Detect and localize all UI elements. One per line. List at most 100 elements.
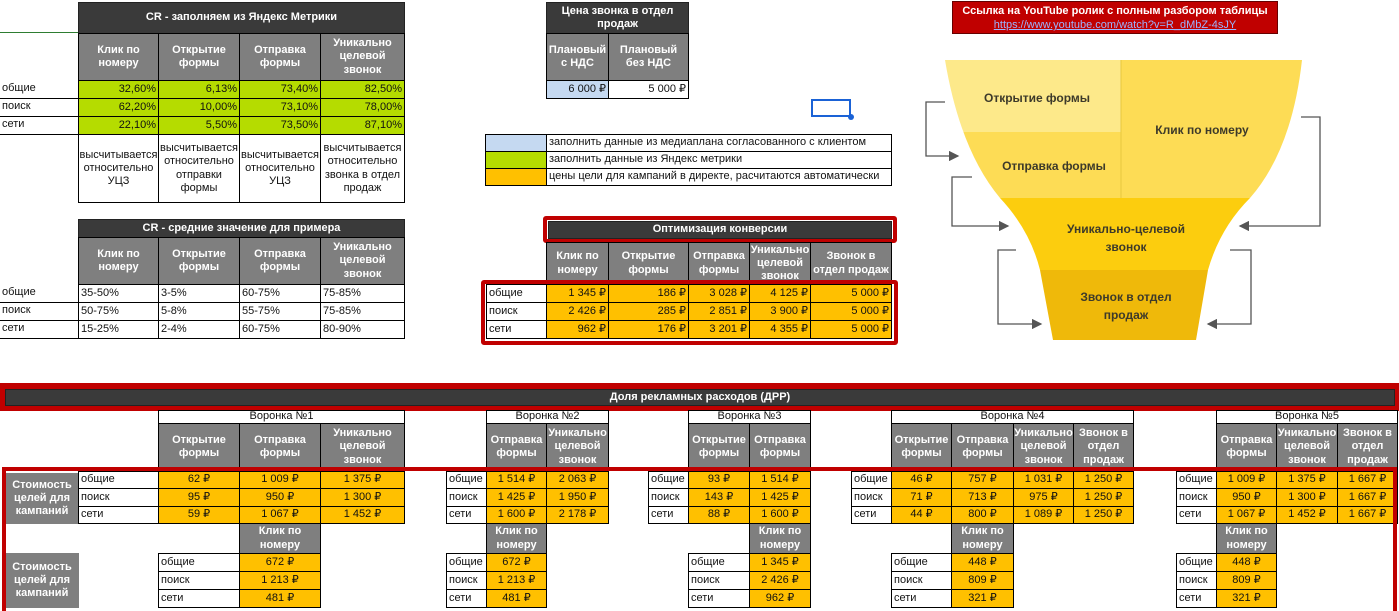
goal-cost-cell[interactable]: 59 ₽ [158, 506, 240, 524]
click-cost-cell[interactable]: 321 ₽ [1216, 589, 1277, 608]
click-cost-cell[interactable]: 962 ₽ [749, 589, 811, 608]
cr-avg-cell[interactable]: 75-85% [320, 284, 405, 303]
goal-cost-cell[interactable]: 1 031 ₽ [1013, 471, 1074, 489]
click-cost-cell[interactable]: 809 ₽ [1216, 571, 1277, 590]
cr-input-cell[interactable]: 5,50% [158, 116, 240, 135]
row-label: общие [486, 284, 547, 303]
selected-cell[interactable] [811, 99, 851, 117]
click-cost-cell[interactable]: 672 ₽ [486, 553, 547, 572]
goal-cost-cell[interactable]: 1 250 ₽ [1073, 506, 1134, 524]
goal-cost-cell[interactable]: 2 178 ₽ [546, 506, 609, 524]
goal-cost-cell[interactable]: 1 250 ₽ [1073, 488, 1134, 507]
goal-cost-cell[interactable]: 1 452 ₽ [320, 506, 405, 524]
cr-avg-cell[interactable]: 75-85% [320, 302, 405, 321]
goal-cost-cell[interactable]: 2 851 ₽ [688, 302, 750, 321]
funnel-name: Воронка №5 [1216, 410, 1398, 424]
cr-avg-cell[interactable]: 60-75% [239, 284, 321, 303]
row-label: общие [0, 80, 79, 99]
fill-handle[interactable] [848, 114, 854, 120]
cr-input-cell[interactable]: 82,50% [320, 80, 405, 99]
click-cost-cell[interactable]: 321 ₽ [951, 589, 1014, 608]
goal-cost-cell[interactable]: 1 667 ₽ [1337, 471, 1398, 489]
cr-input-cell[interactable]: 73,50% [239, 116, 321, 135]
cr-avg-cell[interactable]: 60-75% [239, 320, 321, 339]
youtube-link[interactable]: https://www.youtube.com/watch?v=R_dMbZ-4… [993, 19, 1237, 31]
click-cost-cell[interactable]: 481 ₽ [486, 589, 547, 608]
cr-avg-cell[interactable]: 35-50% [78, 284, 159, 303]
goal-cost-cell[interactable]: 1 089 ₽ [1013, 506, 1074, 524]
row-label: сети [446, 589, 487, 608]
drr-title: Доля рекламных расходов (ДРР) [5, 389, 1395, 406]
cr-avg-cell[interactable]: 55-75% [239, 302, 321, 321]
goal-cost-cell[interactable]: 95 ₽ [158, 488, 240, 507]
goal-cost-cell[interactable]: 176 ₽ [608, 320, 689, 339]
funnel-arrows [925, 101, 1321, 330]
note-cell: высчитывается относительно отправки форм… [158, 134, 240, 203]
goal-cost-cell[interactable]: 93 ₽ [688, 471, 750, 489]
cr-input-cell[interactable]: 32,60% [78, 80, 159, 99]
cr-input-cell[interactable]: 73,40% [239, 80, 321, 99]
goal-cost-cell[interactable]: 1 009 ₽ [1216, 471, 1277, 489]
cr-avg-cell[interactable]: 5-8% [158, 302, 240, 321]
goal-cost-cell[interactable]: 2 063 ₽ [546, 471, 609, 489]
cr-input-cell[interactable]: 87,10% [320, 116, 405, 135]
cr-input-cell[interactable]: 6,13% [158, 80, 240, 99]
cr-input-cell[interactable]: 62,20% [78, 98, 159, 117]
goal-cost-cell[interactable]: 5 000 ₽ [810, 302, 892, 321]
column-header: Отправка формы [749, 423, 811, 471]
cr-avg-cell[interactable]: 50-75% [78, 302, 159, 321]
goal-cost-cell[interactable]: 1 425 ₽ [486, 488, 547, 507]
goal-cost-cell[interactable]: 2 426 ₽ [546, 302, 609, 321]
cr-avg-cell[interactable]: 2-4% [158, 320, 240, 339]
goal-cost-cell[interactable]: 1 667 ₽ [1337, 506, 1398, 524]
column-header: Отправка формы [486, 423, 547, 471]
row-label: поиск [0, 98, 79, 117]
row-label: сети [158, 589, 240, 608]
cr-input-cell[interactable]: 73,10% [239, 98, 321, 117]
click-cost-cell[interactable]: 1 345 ₽ [749, 553, 811, 572]
goal-cost-cell[interactable]: 800 ₽ [951, 506, 1014, 524]
click-cost-cell[interactable]: 809 ₽ [951, 571, 1014, 590]
funnel-name: Воронка №3 [688, 410, 811, 424]
goal-cost-cell[interactable]: 1 514 ₽ [486, 471, 547, 489]
legend-text: заполнить данные из медиаплана согласова… [546, 134, 892, 152]
row-label: общие [648, 471, 689, 489]
cr-metrika-title: CR - заполняем из Яндекс Метрики [78, 2, 405, 34]
goal-cost-cell[interactable]: 3 900 ₽ [749, 302, 811, 321]
column-header: Открытие формы [891, 423, 952, 471]
note-cell: высчитывается относительно УЦЗ [78, 134, 159, 203]
price-with-vat-cell[interactable]: 6 000 ₽ [546, 80, 609, 99]
price-without-vat-cell[interactable]: 5 000 ₽ [608, 80, 689, 99]
legend-swatch [485, 151, 547, 169]
cr-input-cell[interactable]: 78,00% [320, 98, 405, 117]
cr-input-cell[interactable]: 10,00% [158, 98, 240, 117]
click-cost-cell[interactable]: 448 ₽ [1216, 553, 1277, 572]
goal-cost-cell[interactable]: 3 201 ₽ [688, 320, 750, 339]
column-header: Звонок в отдел продаж [1073, 423, 1134, 471]
cr-avg-cell[interactable]: 80-90% [320, 320, 405, 339]
goal-cost-cell[interactable]: 143 ₽ [688, 488, 750, 507]
optimization-rows-frame [481, 280, 898, 345]
click-cost-cell[interactable]: 481 ₽ [239, 589, 321, 608]
funnel-name: Воронка №1 [158, 410, 405, 424]
row-label: сети [0, 320, 79, 339]
cr-avg-cell[interactable]: 3-5% [158, 284, 240, 303]
goal-cost-cell[interactable]: 1 600 ₽ [749, 506, 811, 524]
note-cell: высчитывается относительно звонка в отде… [320, 134, 405, 203]
goal-cost-cell[interactable]: 4 125 ₽ [749, 284, 811, 303]
note-cell: высчитывается относительно УЦЗ [239, 134, 321, 203]
goal-cost-cell[interactable]: 962 ₽ [546, 320, 609, 339]
column-header: Уникально целевой звонок [749, 242, 811, 285]
cr-avg-cell[interactable]: 15-25% [78, 320, 159, 339]
column-header: Клик по номеру [546, 242, 609, 285]
goal-cost-cell[interactable]: 5 000 ₽ [810, 320, 892, 339]
click-cost-cell[interactable]: 2 426 ₽ [749, 571, 811, 590]
column-header: Уникально целевой звонок [546, 423, 609, 471]
cost-label: Стоимость целей для кампаний [5, 553, 79, 608]
cr-input-cell[interactable]: 22,10% [78, 116, 159, 135]
goal-cost-cell[interactable]: 1 009 ₽ [239, 471, 321, 489]
goal-cost-cell[interactable]: 1 452 ₽ [1276, 506, 1338, 524]
goal-cost-cell[interactable]: 975 ₽ [1013, 488, 1074, 507]
goal-cost-cell[interactable]: 1 375 ₽ [320, 471, 405, 489]
